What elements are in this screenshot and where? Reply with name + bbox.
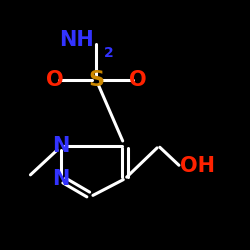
Text: O: O [129, 70, 146, 90]
Text: NH: NH [59, 30, 94, 50]
Text: O: O [46, 70, 64, 90]
Text: N: N [52, 136, 70, 156]
Text: 2: 2 [104, 46, 114, 60]
Text: OH: OH [180, 156, 215, 176]
Text: N: N [52, 169, 70, 189]
Text: S: S [88, 70, 104, 90]
